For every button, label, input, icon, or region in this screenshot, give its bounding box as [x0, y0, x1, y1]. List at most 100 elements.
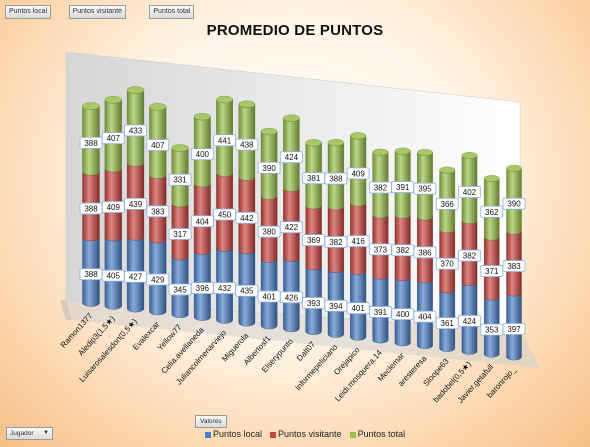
svg-text:388: 388 — [84, 205, 98, 214]
bar-cap — [104, 96, 122, 104]
svg-text:439: 439 — [129, 200, 143, 209]
data-label: 439 — [124, 197, 147, 210]
bar-cap — [305, 139, 322, 147]
bar-cap — [484, 175, 500, 182]
svg-text:382: 382 — [396, 246, 410, 255]
data-label: 409 — [101, 201, 125, 213]
data-label: 383 — [502, 260, 526, 272]
data-label: 422 — [279, 221, 303, 234]
svg-text:371: 371 — [485, 267, 499, 276]
legend-label: Puntos total — [357, 429, 406, 439]
svg-text:331: 331 — [173, 176, 187, 185]
svg-text:361: 361 — [441, 319, 455, 328]
data-label: 442 — [235, 211, 259, 224]
svg-text:401: 401 — [262, 292, 276, 301]
data-label: 450 — [213, 208, 236, 221]
data-label: 427 — [124, 270, 147, 283]
data-label: 407 — [101, 132, 125, 145]
svg-text:450: 450 — [218, 211, 232, 220]
svg-text:393: 393 — [307, 299, 321, 308]
data-label: 388 — [79, 202, 103, 215]
data-label: 404 — [190, 215, 214, 228]
svg-text:401: 401 — [351, 304, 365, 313]
svg-text:400: 400 — [396, 310, 410, 319]
svg-text:405: 405 — [107, 272, 121, 281]
svg-text:442: 442 — [240, 214, 254, 223]
svg-text:388: 388 — [84, 270, 98, 279]
bar-cap — [149, 103, 167, 111]
dropdown-arrow-icon: ▼ — [43, 430, 49, 436]
row-field-label: Jugador — [10, 430, 34, 437]
svg-text:424: 424 — [463, 317, 477, 326]
svg-text:382: 382 — [329, 238, 343, 247]
pivot-field-button[interactable]: Puntos visitante — [68, 5, 127, 19]
svg-text:429: 429 — [151, 276, 165, 285]
data-label: 433 — [124, 124, 147, 137]
data-label: 386 — [413, 246, 437, 259]
pivot-field-button[interactable]: Puntos total — [149, 5, 195, 19]
svg-text:391: 391 — [374, 308, 388, 317]
svg-text:404: 404 — [196, 217, 210, 226]
svg-text:407: 407 — [107, 134, 121, 143]
bar-cap — [506, 164, 522, 172]
svg-text:345: 345 — [173, 285, 187, 294]
svg-text:383: 383 — [507, 262, 521, 271]
data-label: 397 — [502, 323, 526, 335]
svg-text:409: 409 — [107, 203, 121, 212]
svg-text:416: 416 — [351, 237, 365, 246]
svg-text:386: 386 — [418, 248, 432, 257]
data-label: 381 — [302, 172, 326, 185]
data-label: 370 — [435, 257, 459, 270]
svg-text:373: 373 — [374, 245, 388, 254]
data-label: 407 — [146, 139, 170, 151]
bar-cap — [126, 86, 145, 94]
svg-text:394: 394 — [329, 302, 343, 311]
pivot-field-button[interactable]: Puntos local — [5, 5, 52, 19]
data-label: 369 — [302, 234, 326, 247]
svg-text:317: 317 — [173, 230, 187, 239]
data-label: 382 — [369, 181, 392, 194]
svg-text:433: 433 — [129, 126, 143, 135]
bar-cap — [283, 114, 300, 122]
svg-text:397: 397 — [507, 325, 521, 334]
svg-text:382: 382 — [374, 184, 388, 193]
data-label: 390 — [257, 161, 281, 174]
data-label: 401 — [257, 290, 281, 303]
svg-text:388: 388 — [329, 175, 343, 184]
data-label: 353 — [480, 323, 504, 336]
svg-text:435: 435 — [240, 287, 254, 296]
svg-text:400: 400 — [196, 150, 210, 159]
svg-text:432: 432 — [218, 284, 232, 293]
bar-cap — [372, 148, 389, 156]
svg-text:362: 362 — [485, 208, 499, 217]
data-label: 361 — [435, 317, 459, 330]
data-label: 390 — [502, 197, 526, 210]
svg-text:366: 366 — [441, 200, 455, 209]
svg-text:388: 388 — [84, 139, 98, 148]
data-label: 371 — [480, 265, 504, 277]
row-field-dropdown[interactable]: Jugador ▼ — [6, 427, 53, 440]
bar-cap — [394, 147, 411, 155]
data-label: 426 — [279, 291, 303, 304]
svg-text:380: 380 — [262, 228, 276, 237]
legend-swatch — [349, 431, 356, 438]
svg-text:391: 391 — [396, 183, 410, 192]
data-label: 400 — [190, 148, 214, 160]
bar-cap — [171, 144, 189, 152]
svg-text:422: 422 — [285, 223, 299, 232]
legend-item: Puntos local — [205, 429, 262, 439]
bar-cap — [216, 95, 233, 104]
values-field-button[interactable]: Valores — [195, 415, 227, 428]
data-label: 394 — [324, 299, 348, 312]
data-label: 382 — [391, 244, 415, 257]
legend-item: Puntos visitante — [270, 429, 342, 439]
data-label: 405 — [101, 269, 125, 282]
data-label: 388 — [324, 172, 348, 185]
svg-text:395: 395 — [418, 185, 432, 194]
svg-text:404: 404 — [418, 313, 432, 322]
bar-cap — [260, 127, 278, 136]
data-label: 432 — [213, 282, 236, 294]
svg-text:396: 396 — [196, 284, 210, 293]
